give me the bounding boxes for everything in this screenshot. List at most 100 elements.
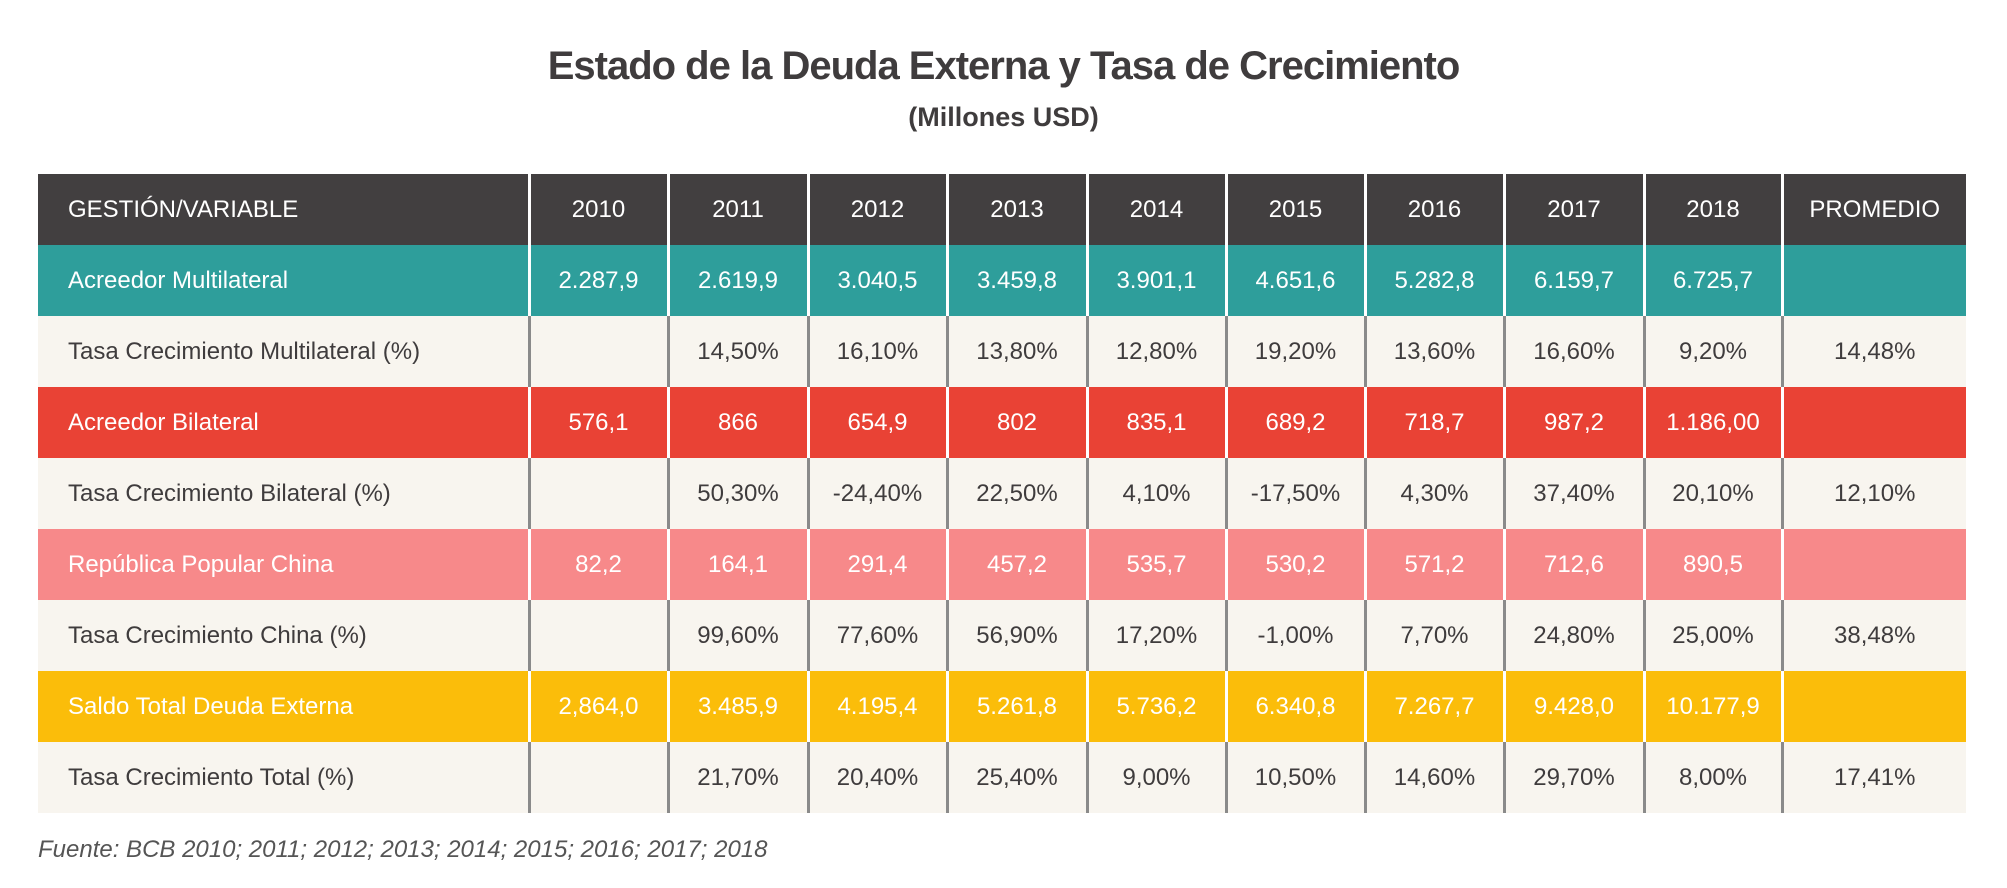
table-row-multi: Acreedor Multilateral 2.287,9 2.619,9 3.040… (38, 245, 1966, 316)
row-label: Tasa Crecimiento Total (%) (38, 742, 529, 813)
table-cell: 890,5 (1642, 529, 1782, 600)
table-cell (527, 316, 668, 387)
table-cell: 20,10% (1642, 458, 1782, 529)
table-cell (1780, 529, 1966, 600)
row-label: Tasa Crecimiento China (%) (38, 600, 529, 671)
column-header: PROMEDIO (1780, 174, 1966, 245)
table-cell: 2,864,0 (527, 671, 668, 742)
header-row: GESTIÓN/VARIABLE 2010 2011 2012 2013 2014 2015… (38, 174, 1966, 245)
table-cell: 82,2 (527, 529, 668, 600)
row-label: República Popular China (38, 529, 529, 600)
table-cell: 6.725,7 (1642, 245, 1782, 316)
table-cell: 5.261,8 (945, 671, 1087, 742)
debt-table: GESTIÓN/VARIABLE 2010 2011 2012 2013 2014 2015… (38, 174, 1966, 813)
table-cell: 22,50% (945, 458, 1087, 529)
table-cell: 718,7 (1363, 387, 1504, 458)
column-header: 2011 (666, 174, 808, 245)
table-cell: 20,40% (806, 742, 947, 813)
column-header: 2012 (806, 174, 947, 245)
table-cell: 4.195,4 (806, 671, 947, 742)
column-header: 2016 (1363, 174, 1504, 245)
column-header: 2013 (945, 174, 1087, 245)
table-row-rate: Tasa Crecimiento Bilateral (%) 50,30% -24,… (38, 458, 1966, 529)
table-cell: 29,70% (1502, 742, 1644, 813)
row-label: Tasa Crecimiento Multilateral (%) (38, 316, 529, 387)
table-cell: 99,60% (666, 600, 808, 671)
table-cell: 14,48% (1780, 316, 1966, 387)
table-cell: 21,70% (666, 742, 808, 813)
table-cell: 25,00% (1642, 600, 1782, 671)
column-header: 2017 (1502, 174, 1644, 245)
table-cell: 2.287,9 (527, 245, 668, 316)
table-cell: 3.901,1 (1085, 245, 1226, 316)
table-cell: 13,60% (1363, 316, 1504, 387)
table-cell: 9,00% (1085, 742, 1226, 813)
table-cell (1780, 245, 1966, 316)
table-cell: 17,20% (1085, 600, 1226, 671)
column-header: 2015 (1224, 174, 1365, 245)
table-cell: 10,50% (1224, 742, 1365, 813)
table-cell: 14,50% (666, 316, 808, 387)
table-cell (527, 600, 668, 671)
table-cell: 3.040,5 (806, 245, 947, 316)
table-cell: 50,30% (666, 458, 808, 529)
table-cell (1780, 387, 1966, 458)
table-cell: 7.267,7 (1363, 671, 1504, 742)
table-cell: 17,41% (1780, 742, 1966, 813)
table-cell (527, 458, 668, 529)
table-cell: 13,80% (945, 316, 1087, 387)
table-cell: 8,00% (1642, 742, 1782, 813)
table-cell: 12,10% (1780, 458, 1966, 529)
column-header: 2018 (1642, 174, 1782, 245)
table-cell: 10.177,9 (1642, 671, 1782, 742)
table-cell: 14,60% (1363, 742, 1504, 813)
table-cell: 576,1 (527, 387, 668, 458)
table-cell: 7,70% (1363, 600, 1504, 671)
table-row-china: República Popular China 82,2 164,1 291,4 457… (38, 529, 1966, 600)
column-header: 2010 (527, 174, 668, 245)
table-cell: 6.340,8 (1224, 671, 1365, 742)
table-cell: 9.428,0 (1502, 671, 1644, 742)
source-note: Fuente: BCB 2010; 2011; 2012; 2013; 2014… (38, 836, 768, 863)
table-cell: 37,40% (1502, 458, 1644, 529)
table-cell (527, 742, 668, 813)
table-cell: 2.619,9 (666, 245, 808, 316)
page-subtitle: (Millones USD) (908, 102, 1099, 132)
table-cell: 987,2 (1502, 387, 1644, 458)
table-row-rate: Tasa Crecimiento Multilateral (%) 14,50% 1… (38, 316, 1966, 387)
table-cell: 291,4 (806, 529, 947, 600)
table-row-total: Saldo Total Deuda Externa 2,864,0 3.485,9 4… (38, 671, 1966, 742)
table-cell: 164,1 (666, 529, 808, 600)
table-cell: 19,20% (1224, 316, 1365, 387)
table-cell: 16,60% (1502, 316, 1644, 387)
table-cell: 16,10% (806, 316, 947, 387)
table-cell: 1.186,00 (1642, 387, 1782, 458)
table-row-rate: Tasa Crecimiento China (%) 99,60% 77,60% 56… (38, 600, 1966, 671)
table-cell: 530,2 (1224, 529, 1365, 600)
table-cell: 12,80% (1085, 316, 1226, 387)
table-cell: -17,50% (1224, 458, 1365, 529)
table-cell: 3.485,9 (666, 671, 808, 742)
row-label: Saldo Total Deuda Externa (38, 671, 529, 742)
table-cell: 457,2 (945, 529, 1087, 600)
table-row-rate: Tasa Crecimiento Total (%) 21,70% 20,40% 25… (38, 742, 1966, 813)
table-cell: 866 (666, 387, 808, 458)
table-cell: 4,10% (1085, 458, 1226, 529)
table-cell: -1,00% (1224, 600, 1365, 671)
column-header: 2014 (1085, 174, 1226, 245)
table-cell (1780, 671, 1966, 742)
table-cell: 712,6 (1502, 529, 1644, 600)
page-title: Estado de la Deuda Externa y Tasa de Cre… (547, 44, 1461, 88)
table-cell: 77,60% (806, 600, 947, 671)
table-cell: 802 (945, 387, 1087, 458)
row-label: Tasa Crecimiento Bilateral (%) (38, 458, 529, 529)
table-cell: 835,1 (1085, 387, 1226, 458)
row-label: Acreedor Bilateral (38, 387, 529, 458)
table-cell: 9,20% (1642, 316, 1782, 387)
table-cell: 4,30% (1363, 458, 1504, 529)
table-cell: 3.459,8 (945, 245, 1087, 316)
table-cell: 6.159,7 (1502, 245, 1644, 316)
table-cell: 571,2 (1363, 529, 1504, 600)
table-cell: 38,48% (1780, 600, 1966, 671)
table-cell: 4.651,6 (1224, 245, 1365, 316)
